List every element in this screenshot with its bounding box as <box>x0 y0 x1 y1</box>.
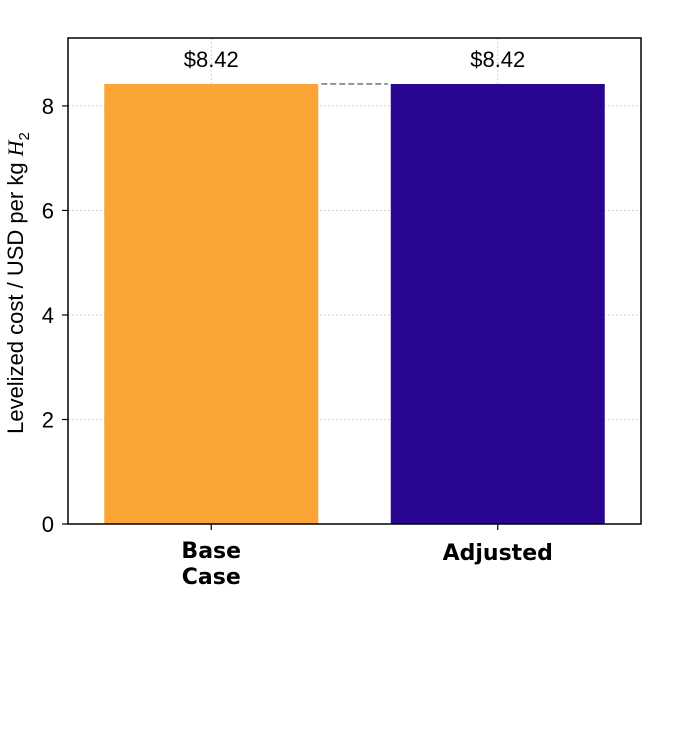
x-tick-label: Base Case <box>181 539 241 590</box>
x-tick-label: Adjusted <box>443 541 553 566</box>
bars: $8.42 $8.42 <box>104 47 605 525</box>
axes-frame <box>67 37 642 525</box>
y-tick-label: 2 <box>42 407 54 432</box>
y-tick-label: 0 <box>42 512 54 537</box>
y-axis-title-text: Levelized cost / USD per kg <box>3 156 28 434</box>
bar <box>104 83 319 525</box>
y-axis-title-h: H <box>3 139 28 157</box>
y-tick-label: 8 <box>42 94 54 119</box>
bar-value-label: $8.42 <box>184 47 239 72</box>
bar <box>390 83 605 525</box>
bar-value-label: $8.42 <box>470 47 525 72</box>
x-tick-label-line: Case <box>182 565 241 590</box>
y-axis-title-subscript: 2 <box>16 132 33 140</box>
x-tick-label-line: Base <box>181 539 241 564</box>
axes: 0 2 4 6 8 Base Case Adjusted <box>42 37 642 590</box>
x-tick-label-line: Adjusted <box>443 541 553 566</box>
y-tick-label: 6 <box>42 198 54 223</box>
y-axis-title: Levelized cost / USD per kg H2 <box>3 132 33 434</box>
y-tick-label: 4 <box>42 303 54 328</box>
